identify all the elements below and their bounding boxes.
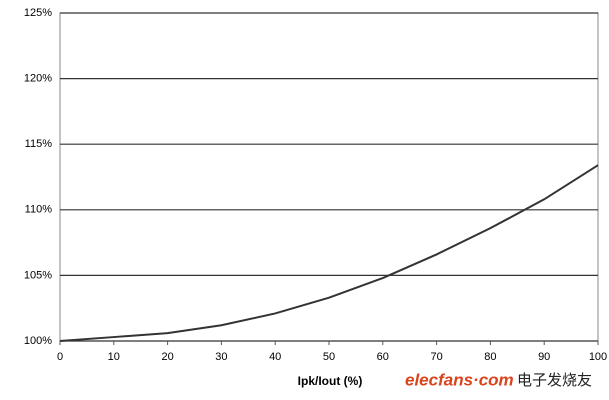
- watermark-site: elecfans·com: [405, 370, 514, 389]
- x-tick-label: 100: [589, 351, 607, 363]
- x-tick-label: 20: [161, 351, 173, 363]
- y-tick-label: 120%: [24, 73, 52, 85]
- y-tick-label: 110%: [25, 204, 53, 216]
- x-axis-title: Ipk/Iout (%): [298, 374, 363, 388]
- x-tick-label: 60: [377, 351, 389, 363]
- x-tick-label: 70: [430, 351, 442, 363]
- x-tick-label: 30: [215, 351, 227, 363]
- y-tick-label: 115%: [25, 138, 53, 150]
- x-tick-label: 80: [484, 351, 496, 363]
- line-series: [59, 164, 599, 342]
- y-tick-label: 100%: [24, 335, 52, 347]
- x-tick-label: 0: [57, 351, 63, 363]
- y-tick-label: 125%: [24, 7, 52, 19]
- x-tick-label: 10: [108, 351, 120, 363]
- x-tick-label: 40: [269, 351, 281, 363]
- x-tick-label: 50: [323, 351, 335, 363]
- plot-area: [59, 12, 599, 342]
- watermark-brand: 电子发烧友: [517, 372, 592, 389]
- y-tick-label: 105%: [24, 269, 52, 281]
- x-tick-label: 90: [538, 351, 550, 363]
